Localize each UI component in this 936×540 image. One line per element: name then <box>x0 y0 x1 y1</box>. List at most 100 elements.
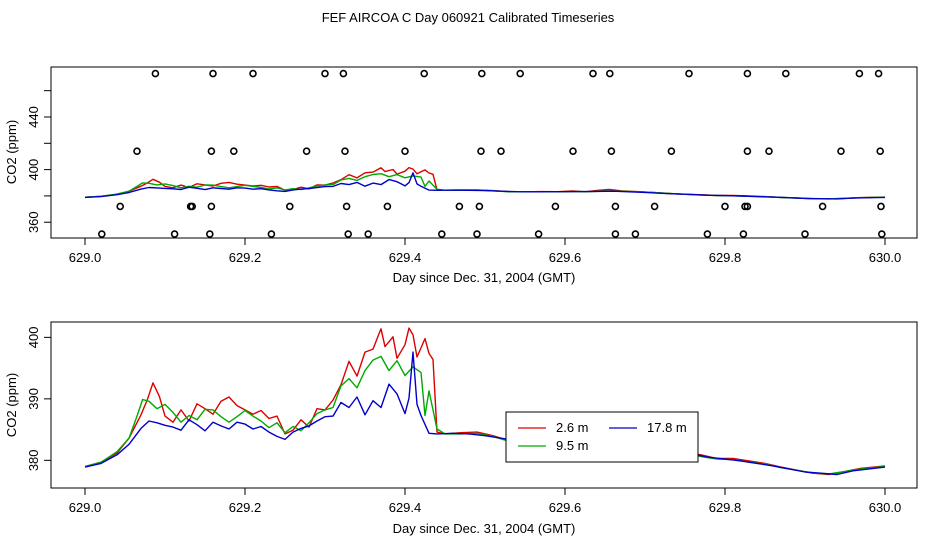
top-outlier-point <box>455 202 464 211</box>
top-outlier-point <box>765 147 773 155</box>
top-x-tick-label: 629.2 <box>229 250 262 265</box>
top-x-axis-label: Day since Dec. 31, 2004 (GMT) <box>393 270 576 285</box>
top-outlier-point <box>207 202 216 211</box>
bottom-y-tick-label: 400 <box>26 327 41 349</box>
bottom-x-axis: 629.0 629.2 629.4 629.6 629.8 630.0 <box>69 488 902 515</box>
top-outlier-point <box>605 69 614 78</box>
top-outlier-point <box>877 202 885 211</box>
top-outlier-point <box>321 69 329 78</box>
top-outlier-point <box>339 69 348 78</box>
top-y-tick-label: 400 <box>26 159 41 181</box>
top-outlier-point <box>116 202 124 211</box>
top-outlier-point <box>364 230 373 238</box>
top-outlier-point <box>285 202 294 211</box>
top-outlier-point <box>98 230 106 238</box>
top-outlier-point <box>133 147 141 155</box>
top-outlier-point <box>475 202 484 211</box>
top-y-axis: 360 400 440 <box>26 90 51 233</box>
top-x-tick-label: 629.0 <box>69 250 102 265</box>
top-outlier-point <box>170 230 179 238</box>
top-outlier-point <box>739 230 748 238</box>
top-outlier-point <box>631 230 640 238</box>
top-outlier-point <box>497 147 505 155</box>
top-outlier-point <box>206 230 214 238</box>
legend-label-9-5m: 9.5 m <box>556 438 589 453</box>
bottom-panel: 629.0 629.2 629.4 629.6 629.8 630.0 380 390 400… <box>4 321 918 536</box>
top-outlier-point <box>341 147 349 155</box>
top-outlier-point <box>437 230 446 238</box>
top-outlier-point <box>151 69 160 78</box>
top-outlier-point <box>743 147 752 155</box>
top-outlier-point <box>342 202 351 211</box>
top-x-axis: 629.0 629.2 629.4 629.6 629.8 630.0 <box>69 238 902 265</box>
top-outlier-point <box>611 230 620 238</box>
bottom-y-tick-label: 390 <box>26 388 41 410</box>
bottom-x-tick-label: 630.0 <box>869 500 902 515</box>
legend-box <box>505 411 699 463</box>
top-outlier-point <box>607 147 616 155</box>
top-outlier-point <box>516 69 525 78</box>
top-series-line-2 <box>84 172 886 200</box>
bottom-y-axis: 380 390 400 <box>26 327 51 471</box>
top-outlier-point <box>781 69 790 78</box>
top-outlier-point <box>721 202 729 211</box>
legend-label-17-8m: 17.8 m <box>647 420 687 435</box>
bottom-x-axis-label: Day since Dec. 31, 2004 (GMT) <box>393 521 576 536</box>
bottom-x-tick-label: 629.2 <box>229 500 262 515</box>
top-y-tick-label: 440 <box>26 106 41 128</box>
top-outlier-point <box>874 69 883 78</box>
top-outlier-point <box>209 69 217 78</box>
top-outlier-point <box>420 69 429 78</box>
top-outlier-point <box>207 147 216 155</box>
top-outlier-point <box>473 230 481 238</box>
top-outlier-point <box>534 230 543 238</box>
top-outlier-point <box>611 202 620 211</box>
bottom-x-tick-label: 629.8 <box>709 500 742 515</box>
top-outlier-point <box>855 69 864 78</box>
top-outlier-point <box>650 202 659 211</box>
bottom-y-axis-label: CO2 (ppm) <box>4 373 19 437</box>
top-outlier-point <box>818 202 827 211</box>
top-plot-frame <box>50 66 918 239</box>
top-outlier-point <box>230 147 238 155</box>
legend: 2.6 m 9.5 m 17.8 m <box>505 411 699 463</box>
top-x-tick-label: 630.0 <box>869 250 902 265</box>
top-outlier-point <box>741 202 749 211</box>
top-outlier-point <box>383 202 392 211</box>
top-outlier-point <box>743 202 752 211</box>
top-outlier-point <box>551 202 560 211</box>
top-y-tick-label: 360 <box>26 211 41 233</box>
top-outlier-point <box>667 147 676 155</box>
top-x-tick-label: 629.8 <box>709 250 742 265</box>
top-outlier-point <box>344 230 353 238</box>
top-series-group <box>84 166 886 200</box>
bottom-x-tick-label: 629.4 <box>389 500 422 515</box>
top-outlier-point <box>401 147 409 155</box>
bottom-plot-frame <box>50 321 918 489</box>
figure-title: FEF AIRCOA C Day 060921 Calibrated Times… <box>322 10 615 25</box>
bottom-y-tick-label: 380 <box>26 449 41 471</box>
top-outlier-point <box>801 230 809 238</box>
top-x-tick-label: 629.6 <box>549 250 582 265</box>
top-outlier-point <box>569 147 577 155</box>
bottom-x-tick-label: 629.0 <box>69 500 102 515</box>
top-outlier-point <box>188 202 196 211</box>
top-outlier-point <box>302 147 311 155</box>
top-panel: 629.0 629.2 629.4 629.6 629.8 630.0 360 400 440… <box>4 66 918 285</box>
top-outlier-point <box>685 69 693 78</box>
top-outlier-point <box>477 147 485 155</box>
top-outlier-point <box>589 69 597 78</box>
top-outlier-point <box>249 69 257 78</box>
legend-label-2-6m: 2.6 m <box>556 420 589 435</box>
top-outlier-point <box>703 230 712 238</box>
top-outlier-point <box>876 147 885 155</box>
top-outlier-point <box>477 69 486 78</box>
top-outlier-point <box>267 230 276 238</box>
top-x-tick-label: 629.4 <box>389 250 422 265</box>
top-outlier-point <box>877 230 886 238</box>
bottom-x-tick-label: 629.6 <box>549 500 582 515</box>
top-y-axis-label: CO2 (ppm) <box>4 120 19 184</box>
top-outlier-point <box>743 69 752 78</box>
